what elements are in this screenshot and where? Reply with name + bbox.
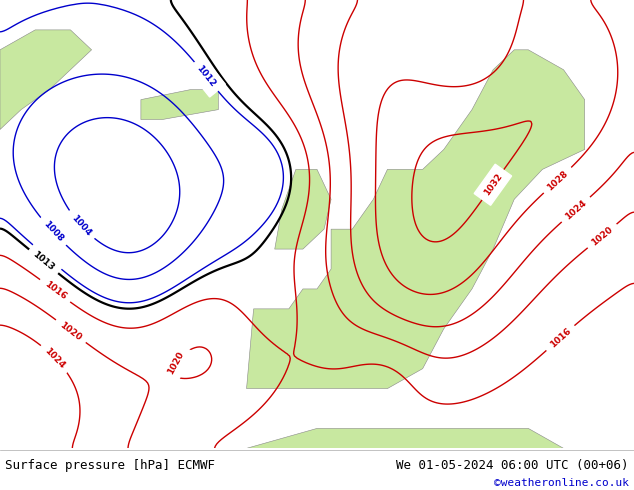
Text: 1024: 1024 — [564, 198, 588, 221]
Text: 1016: 1016 — [42, 280, 68, 302]
Text: 1020: 1020 — [58, 320, 84, 343]
Text: 1024: 1024 — [43, 346, 67, 370]
Text: 1013: 1013 — [31, 250, 56, 273]
Text: ©weatheronline.co.uk: ©weatheronline.co.uk — [494, 478, 629, 488]
Text: 1020: 1020 — [166, 350, 186, 376]
Text: 1004: 1004 — [69, 213, 93, 238]
Text: 1032: 1032 — [482, 172, 504, 197]
Text: We 01-05-2024 06:00 UTC (00+06): We 01-05-2024 06:00 UTC (00+06) — [396, 459, 629, 471]
Text: 1028: 1028 — [545, 169, 570, 192]
Text: 1016: 1016 — [548, 326, 573, 349]
Text: Surface pressure [hPa] ECMWF: Surface pressure [hPa] ECMWF — [5, 459, 215, 471]
Text: 1020: 1020 — [590, 225, 614, 247]
Text: 1008: 1008 — [41, 220, 65, 244]
Text: 1012: 1012 — [195, 64, 217, 89]
